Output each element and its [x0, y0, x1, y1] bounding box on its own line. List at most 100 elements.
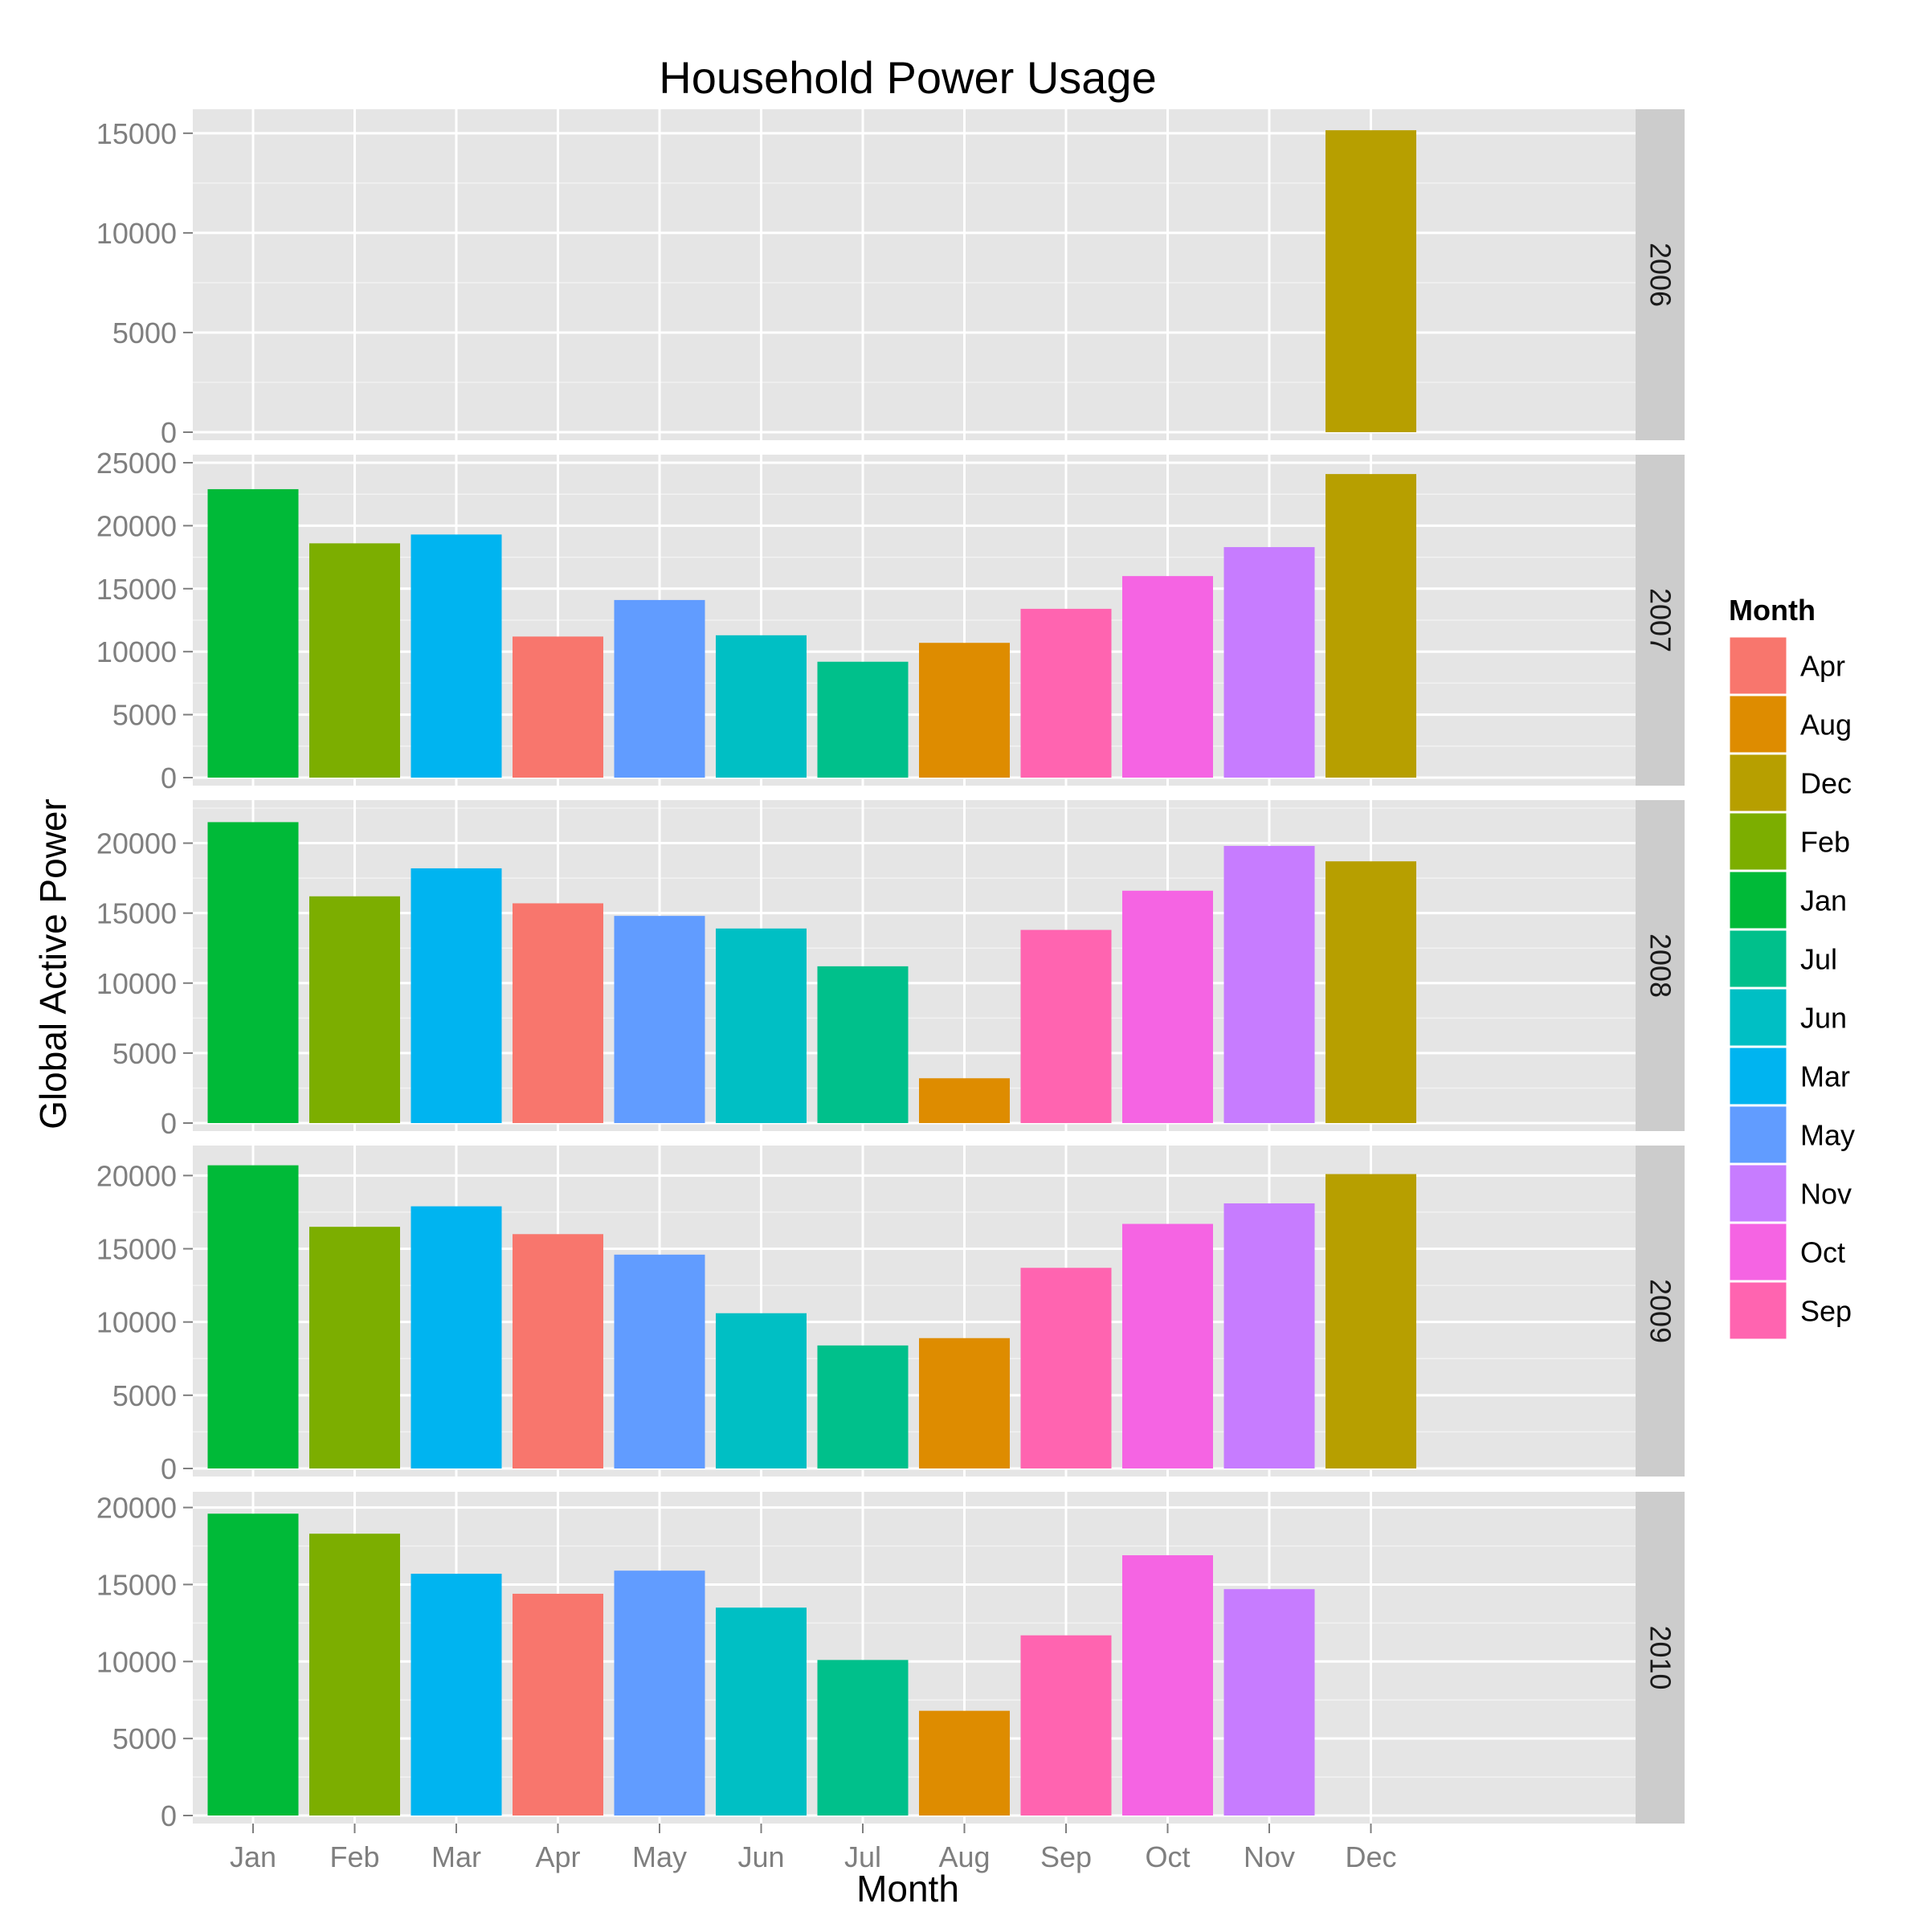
y-tick-label: 5000 — [112, 699, 177, 732]
bar-sep-2007 — [1020, 608, 1112, 778]
bar-nov-2010 — [1223, 1589, 1315, 1816]
panel-background — [193, 800, 1636, 1131]
bar-jun-2008 — [716, 928, 807, 1123]
bar-may-2007 — [614, 599, 705, 778]
x-tick-label: Apr — [535, 1840, 580, 1873]
y-tick-label: 20000 — [96, 827, 177, 860]
legend-label-apr: Apr — [1800, 650, 1845, 683]
x-tick-label: Aug — [938, 1840, 990, 1873]
y-tick-label: 15000 — [96, 117, 177, 150]
facet-panel-2008: 0 5000 10000 15000 20000 2008 — [96, 800, 1685, 1140]
x-axis-title: Month — [856, 1868, 959, 1910]
legend-key-jun — [1730, 989, 1787, 1046]
panel-background — [193, 109, 1636, 440]
legend-key-mar — [1730, 1048, 1787, 1105]
legend-label-jul: Jul — [1800, 943, 1837, 976]
y-tick-label: 0 — [161, 1799, 177, 1832]
x-tick-label: Dec — [1345, 1840, 1396, 1873]
y-axis-title: Global Active Power — [32, 799, 74, 1129]
facet-strip-label: 2008 — [1644, 933, 1677, 998]
bar-oct-2008 — [1122, 890, 1213, 1123]
facet-strip-label: 2006 — [1644, 243, 1677, 307]
legend-title: Month — [1729, 594, 1816, 627]
x-tick-label: Jul — [844, 1840, 881, 1873]
facet-strip — [1636, 109, 1685, 440]
bar-may-2008 — [614, 916, 705, 1123]
bar-apr-2010 — [513, 1593, 603, 1816]
bar-sep-2008 — [1020, 929, 1112, 1123]
y-tick-label: 0 — [161, 1107, 177, 1140]
legend-label-jan: Jan — [1800, 884, 1847, 917]
bar-jan-2007 — [207, 488, 299, 778]
bar-feb-2008 — [309, 896, 400, 1123]
bar-aug-2008 — [919, 1078, 1010, 1123]
bar-jul-2008 — [817, 966, 909, 1123]
bar-apr-2007 — [513, 636, 603, 778]
legend-key-oct — [1730, 1223, 1787, 1281]
bar-mar-2007 — [411, 534, 502, 778]
facet-strip — [1636, 455, 1685, 786]
x-axis: Jan Feb Mar Apr May Jun Jul Aug Sep Oct Nov Dec — [230, 1824, 1397, 1873]
bar-aug-2009 — [919, 1338, 1010, 1468]
facet-panel-2007: 0 5000 10000 15000 20000 25000 2007 — [96, 447, 1685, 794]
bar-aug-2010 — [919, 1710, 1010, 1816]
y-tick-label: 0 — [161, 762, 177, 794]
legend-label-oct: Oct — [1800, 1236, 1845, 1269]
legend-label-may: May — [1800, 1119, 1855, 1152]
legend-key-apr — [1730, 637, 1787, 694]
y-tick-label: 20000 — [96, 509, 177, 542]
bar-mar-2008 — [411, 868, 502, 1123]
facet-strip-label: 2007 — [1644, 588, 1677, 652]
legend: Month Apr Aug Dec Feb Jan Jul Jun Mar May Nov Oct Se… — [1727, 594, 1855, 1342]
y-tick-label: 10000 — [96, 635, 177, 668]
x-tick-label: Feb — [329, 1840, 379, 1873]
facet-panel-2009: 0 5000 10000 15000 20000 2009 — [96, 1146, 1685, 1485]
bar-jul-2009 — [817, 1345, 909, 1468]
legend-key-jul — [1730, 930, 1787, 987]
legend-key-feb — [1730, 813, 1787, 870]
bar-mar-2009 — [411, 1206, 502, 1468]
facet-strip — [1636, 1492, 1685, 1824]
y-tick-label: 5000 — [112, 1379, 177, 1412]
bar-sep-2009 — [1020, 1268, 1112, 1468]
y-tick-label: 10000 — [96, 1306, 177, 1339]
bar-dec-2006 — [1326, 130, 1416, 432]
bar-dec-2007 — [1326, 474, 1416, 778]
bar-aug-2007 — [919, 643, 1010, 778]
legend-key-dec — [1730, 754, 1787, 811]
x-tick-label: Jun — [737, 1840, 784, 1873]
x-tick-label: May — [632, 1840, 687, 1873]
facet-panel-2006: 0 5000 10000 15000 2006 — [96, 109, 1685, 449]
facet-strip-label: 2009 — [1644, 1279, 1677, 1343]
x-tick-label: Oct — [1145, 1840, 1190, 1873]
bar-jun-2009 — [716, 1313, 807, 1468]
legend-key-sep — [1730, 1282, 1787, 1339]
bar-apr-2009 — [513, 1234, 603, 1468]
legend-label-mar: Mar — [1800, 1060, 1850, 1093]
y-tick-label: 20000 — [96, 1492, 177, 1525]
legend-key-nov — [1730, 1165, 1787, 1222]
y-tick-label: 0 — [161, 1452, 177, 1485]
bar-dec-2009 — [1326, 1174, 1416, 1468]
bar-may-2009 — [614, 1254, 705, 1468]
y-tick-label: 0 — [161, 416, 177, 449]
bar-mar-2010 — [411, 1574, 502, 1816]
bar-oct-2007 — [1122, 576, 1213, 778]
y-tick-label: 15000 — [96, 573, 177, 606]
y-tick-label: 25000 — [96, 447, 177, 480]
bar-jul-2007 — [817, 661, 909, 778]
legend-key-may — [1730, 1106, 1787, 1163]
bar-jun-2010 — [716, 1607, 807, 1816]
facet-strip-label: 2010 — [1644, 1625, 1677, 1689]
bar-jul-2010 — [817, 1660, 909, 1816]
legend-key-jan — [1730, 872, 1787, 929]
bar-jun-2007 — [716, 635, 807, 778]
facet-panels: 0 5000 10000 15000 2006 0 5000 10000 15000 20000 2… — [96, 109, 1685, 1832]
y-tick-label: 5000 — [112, 1037, 177, 1070]
facet-strip — [1636, 800, 1685, 1131]
bar-apr-2008 — [513, 903, 603, 1123]
panel-background — [193, 1492, 1636, 1824]
bar-feb-2009 — [309, 1227, 400, 1468]
